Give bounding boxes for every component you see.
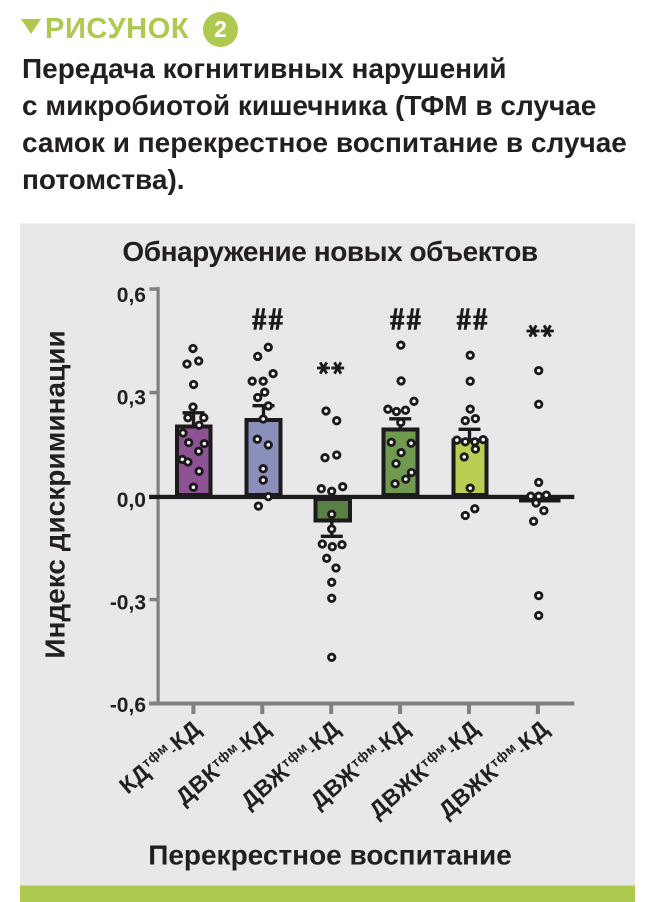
- svg-text:Обнаружение новых объектов: Обнаружение новых объектов: [122, 236, 537, 267]
- svg-text:0,3: 0,3: [117, 387, 146, 410]
- svg-text:0,6: 0,6: [117, 284, 146, 307]
- svg-text:0,0: 0,0: [117, 489, 146, 512]
- svg-text:Перекрестное воспитание: Перекрестное воспитание: [148, 840, 512, 871]
- svg-text:Индекс дискриминации: Индекс дискриминации: [40, 330, 71, 658]
- svg-text:-0,3: -0,3: [110, 592, 146, 615]
- svg-text:-0,6: -0,6: [110, 694, 146, 717]
